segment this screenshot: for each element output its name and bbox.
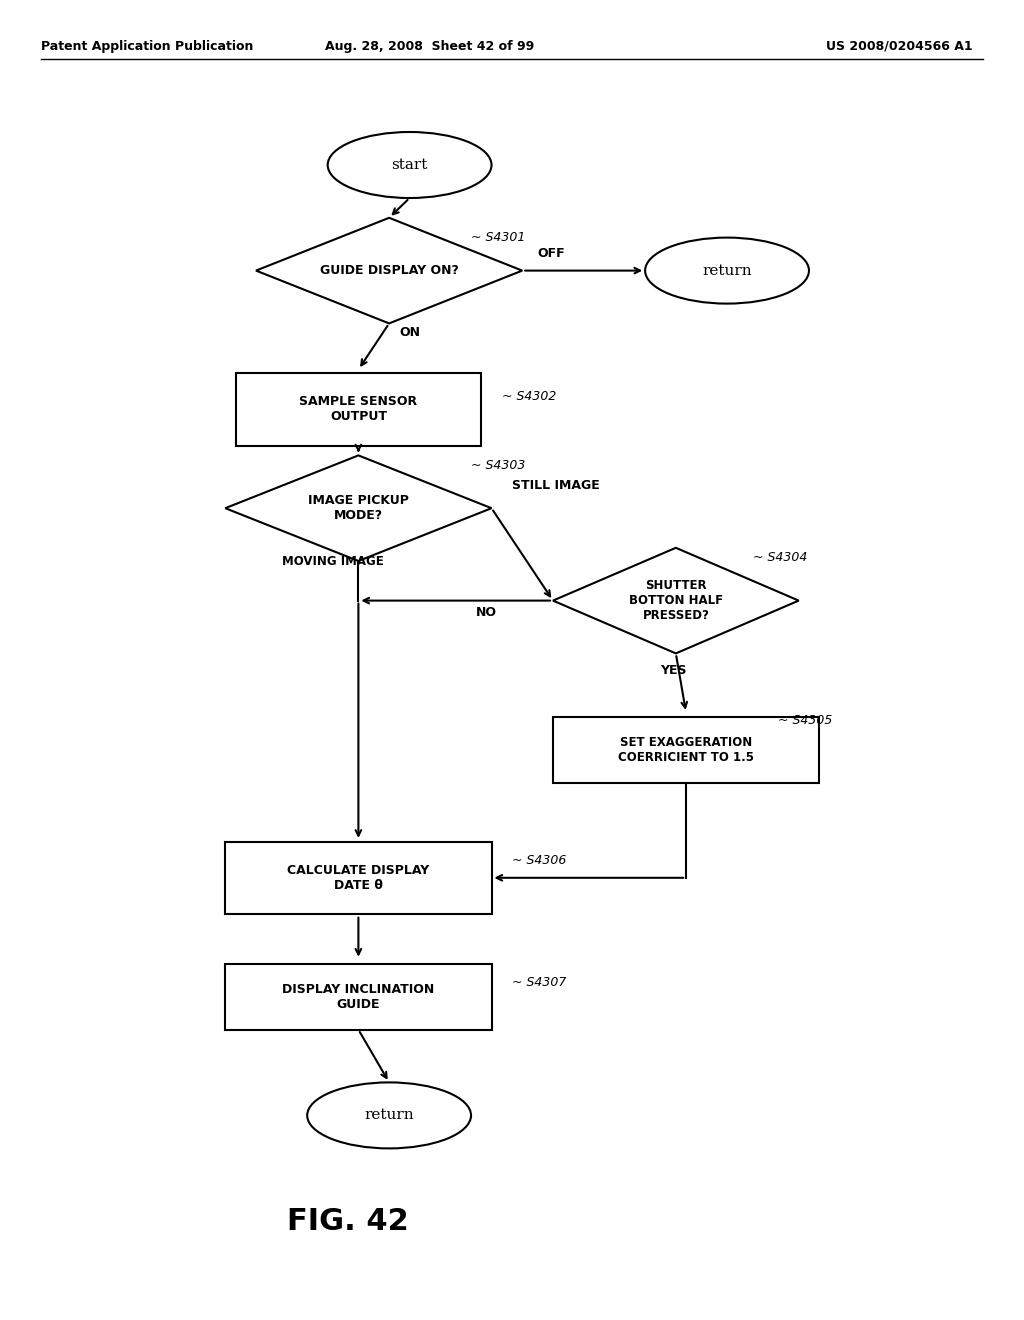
Bar bbox=[236, 372, 481, 446]
Text: MOVING IMAGE: MOVING IMAGE bbox=[282, 554, 383, 568]
Text: Aug. 28, 2008  Sheet 42 of 99: Aug. 28, 2008 Sheet 42 of 99 bbox=[326, 40, 535, 53]
Text: ~ S4303: ~ S4303 bbox=[471, 459, 525, 473]
Text: ~ S4304: ~ S4304 bbox=[753, 550, 807, 564]
Text: DISPLAY INCLINATION
GUIDE: DISPLAY INCLINATION GUIDE bbox=[283, 982, 434, 1011]
Text: GUIDE DISPLAY ON?: GUIDE DISPLAY ON? bbox=[319, 264, 459, 277]
Text: US 2008/0204566 A1: US 2008/0204566 A1 bbox=[826, 40, 973, 53]
Text: ~ S4305: ~ S4305 bbox=[778, 714, 833, 727]
Text: YES: YES bbox=[660, 664, 687, 677]
Text: OFF: OFF bbox=[538, 247, 565, 260]
Text: FIG. 42: FIG. 42 bbox=[287, 1206, 409, 1236]
Bar bbox=[225, 842, 492, 913]
Text: return: return bbox=[702, 264, 752, 277]
Text: ~ S4301: ~ S4301 bbox=[471, 231, 525, 244]
Text: NO: NO bbox=[476, 606, 498, 619]
Text: start: start bbox=[391, 158, 428, 172]
Text: IMAGE PICKUP
MODE?: IMAGE PICKUP MODE? bbox=[308, 494, 409, 523]
Text: ~ S4306: ~ S4306 bbox=[512, 854, 566, 867]
Text: ON: ON bbox=[399, 326, 421, 339]
Text: ~ S4307: ~ S4307 bbox=[512, 975, 566, 989]
Text: Patent Application Publication: Patent Application Publication bbox=[41, 40, 253, 53]
Text: SAMPLE SENSOR
OUTPUT: SAMPLE SENSOR OUTPUT bbox=[299, 395, 418, 424]
Text: CALCULATE DISPLAY
DATE θ: CALCULATE DISPLAY DATE θ bbox=[288, 863, 429, 892]
Text: SHUTTER
BOTTON HALF
PRESSED?: SHUTTER BOTTON HALF PRESSED? bbox=[629, 579, 723, 622]
Text: ~ S4302: ~ S4302 bbox=[502, 389, 556, 403]
Text: return: return bbox=[365, 1109, 414, 1122]
Text: SET EXAGGERATION
COERRICIENT TO 1.5: SET EXAGGERATION COERRICIENT TO 1.5 bbox=[618, 735, 754, 764]
Bar bbox=[225, 964, 492, 1030]
Bar bbox=[553, 717, 819, 783]
Text: STILL IMAGE: STILL IMAGE bbox=[512, 479, 600, 492]
